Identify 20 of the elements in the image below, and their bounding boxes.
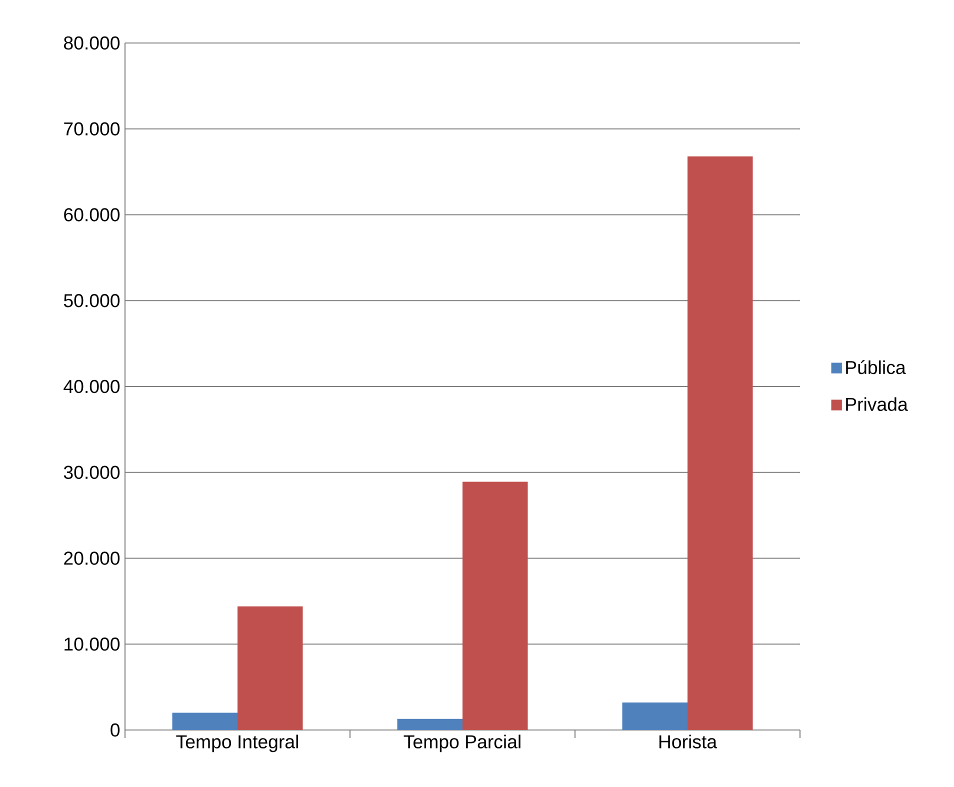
x-tick-label: Horista xyxy=(659,734,718,748)
bar xyxy=(462,482,528,730)
y-tick-label: 80.000 xyxy=(64,36,120,50)
y-tick-label: 0 xyxy=(110,723,120,737)
bar xyxy=(622,702,688,730)
y-tick-label: 40.000 xyxy=(64,380,120,394)
y-tick-label: 50.000 xyxy=(64,294,120,308)
bar xyxy=(397,718,462,730)
x-tick-label: Tempo Integral xyxy=(176,734,298,752)
x-tick-label: Tempo Parcial xyxy=(404,734,520,752)
y-tick-label: 10.000 xyxy=(64,637,120,651)
legend-label: Pública xyxy=(846,360,906,374)
bar xyxy=(172,712,238,730)
bar xyxy=(238,606,303,730)
y-tick-label: 60.000 xyxy=(64,208,120,222)
y-tick-label: 20.000 xyxy=(64,552,120,565)
bar xyxy=(688,156,753,730)
y-tick-label: 30.000 xyxy=(64,466,120,479)
legend-label: Privada xyxy=(846,397,908,411)
y-tick-label: 70.000 xyxy=(64,122,120,136)
